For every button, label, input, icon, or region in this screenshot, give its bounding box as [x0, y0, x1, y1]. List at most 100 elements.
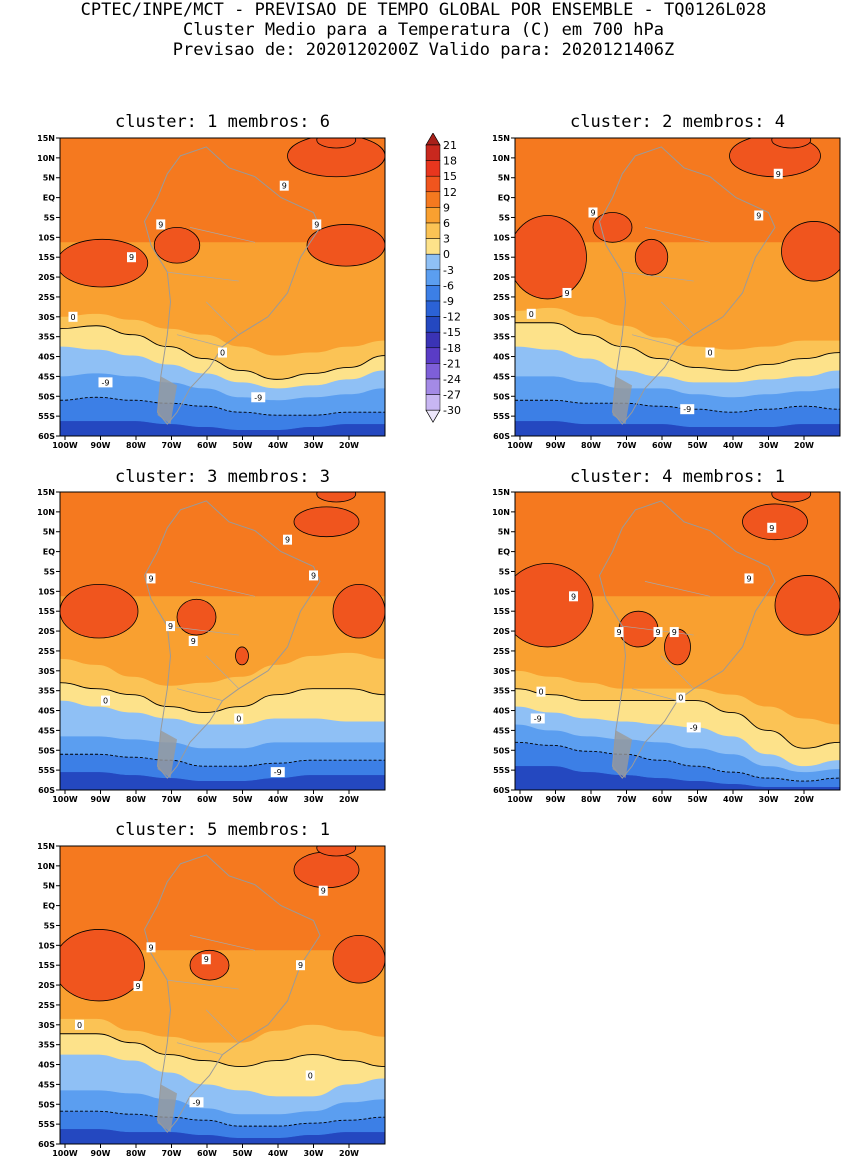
contour-label-box [188, 636, 198, 646]
lon-tick-label: 70W [617, 441, 637, 450]
lat-tick-label: 30S [38, 313, 55, 322]
colorbar-label: 9 [443, 201, 450, 214]
lon-tick-label: 50W [233, 1149, 253, 1157]
lon-tick-label: 50W [688, 441, 708, 450]
warm-region [742, 503, 808, 541]
contour-label: 0 [308, 1071, 313, 1080]
lat-tick-label: 55S [38, 1120, 55, 1129]
lon-tick-label: 30W [759, 441, 779, 450]
map-frame [514, 137, 841, 437]
temperature-map: 9 9 9 9 9 9 0 0 -9 -9 15N 10N 5N EQ 5S 10S 15S 20S 25S 30S 3… [492, 488, 841, 804]
colorbar-label: -6 [443, 279, 454, 292]
contour-label: -9 [534, 714, 542, 723]
lat-tick-label: 25S [38, 293, 55, 302]
lat-tick-label: 20S [38, 981, 55, 990]
zero-contour [60, 325, 385, 380]
contour-label: 9 [564, 289, 569, 298]
lat-tick-label: 10N [492, 508, 510, 517]
lon-tick-label: 40W [723, 795, 743, 804]
lat-tick-label: 25S [38, 647, 55, 656]
contour-label-box [270, 767, 285, 778]
lon-tick-label: 90W [91, 1149, 111, 1157]
contour-label: -9 [683, 405, 691, 414]
lon-tick-label: 60W [652, 441, 672, 450]
contour-label: 9 [311, 571, 316, 580]
country-border [189, 227, 256, 243]
warm-region [515, 215, 587, 300]
lat-tick-label: 15S [493, 253, 510, 262]
map-panel-cluster-1: 9 9 9 9 0 0 -9 -9 15N 10N 5N EQ 5S 10S 15S 20S 25S 30S 35S… [30, 134, 390, 450]
contour-label: -9 [254, 393, 262, 402]
contour-label: 0 [538, 688, 543, 697]
contour-label-box [133, 981, 143, 992]
contour-label-box [588, 207, 598, 218]
country-border [176, 688, 223, 701]
contour-label-box [562, 287, 572, 298]
lon-tick-label: 30W [759, 795, 779, 804]
lon-tick-label: 60W [197, 795, 217, 804]
patagonia-coast [157, 730, 177, 779]
contour-label-box [101, 695, 110, 706]
lat-tick-label: 10N [37, 862, 55, 871]
colorbar-swatch [425, 207, 441, 224]
colorbar-label: -24 [443, 373, 461, 386]
contour-label: 9 [321, 887, 326, 896]
contour-label: 9 [204, 955, 209, 964]
colorbar-swatch [425, 300, 441, 317]
country-border [644, 581, 711, 597]
lat-tick-label: 15N [492, 488, 510, 497]
patagonia-coast [157, 1084, 177, 1133]
colorbar-label: -21 [443, 357, 461, 370]
warm-region [287, 138, 385, 178]
contour-label-box [156, 219, 166, 230]
colorbar-swatch [425, 175, 441, 193]
country-border [176, 1042, 223, 1055]
colorbar-label: 0 [443, 248, 450, 261]
lat-tick-label: EQ [498, 194, 510, 203]
contour-label: 9 [168, 622, 173, 631]
lat-tick-label: 5S [499, 567, 511, 576]
lat-tick-label: 15S [38, 961, 55, 970]
warm-region [153, 227, 201, 264]
colorbar-label: 15 [443, 170, 457, 183]
map-frame [59, 491, 386, 791]
lon-tick-label: 40W [268, 441, 288, 450]
lon-tick-label: 30W [304, 1149, 324, 1157]
lat-tick-label: EQ [43, 902, 55, 911]
contour-label: 9 [158, 220, 163, 229]
panel-title-5: cluster: 5 membros: 1 [115, 820, 330, 840]
colorbar-swatch [425, 331, 441, 349]
lat-tick-label: 30S [493, 667, 510, 676]
colorbar-label: -12 [443, 311, 461, 324]
lat-tick-label: EQ [498, 548, 510, 557]
warm-region [235, 646, 249, 666]
field-band [60, 421, 385, 436]
contour-label-box [686, 722, 701, 733]
continent-outline [598, 146, 776, 425]
contour-label-box [279, 180, 289, 191]
contour-label-box [309, 570, 318, 581]
lat-tick-label: 60S [38, 1140, 55, 1149]
warm-region [60, 583, 139, 639]
warm-region [771, 138, 812, 149]
colorbar-swatch [425, 394, 441, 411]
lat-tick-label: 50S [493, 392, 510, 401]
warm-region [60, 929, 145, 1002]
lat-tick-label: 40S [493, 707, 510, 716]
lon-tick-label: 80W [126, 441, 146, 450]
lon-tick-label: 90W [91, 795, 111, 804]
lon-tick-label: 60W [197, 1149, 217, 1157]
contour-label: -9 [193, 1098, 201, 1107]
country-border [206, 1009, 239, 1043]
colorbar-label: -9 [443, 295, 454, 308]
contour-label-box [569, 591, 578, 602]
map-panel-cluster-2: 9 9 9 9 0 0 -9 15N 10N 5N EQ 5S 10S 15S 20S 25S 30S 35S 40… [485, 134, 845, 450]
lon-tick-label: 80W [126, 1149, 146, 1157]
lat-tick-label: 10N [37, 154, 55, 163]
warm-region [176, 598, 217, 636]
minus-nine-contour [60, 1110, 385, 1127]
lat-tick-label: 30S [38, 667, 55, 676]
country-border [176, 334, 223, 347]
contour-label: 9 [148, 943, 153, 952]
lon-tick-label: 100W [52, 1149, 78, 1157]
